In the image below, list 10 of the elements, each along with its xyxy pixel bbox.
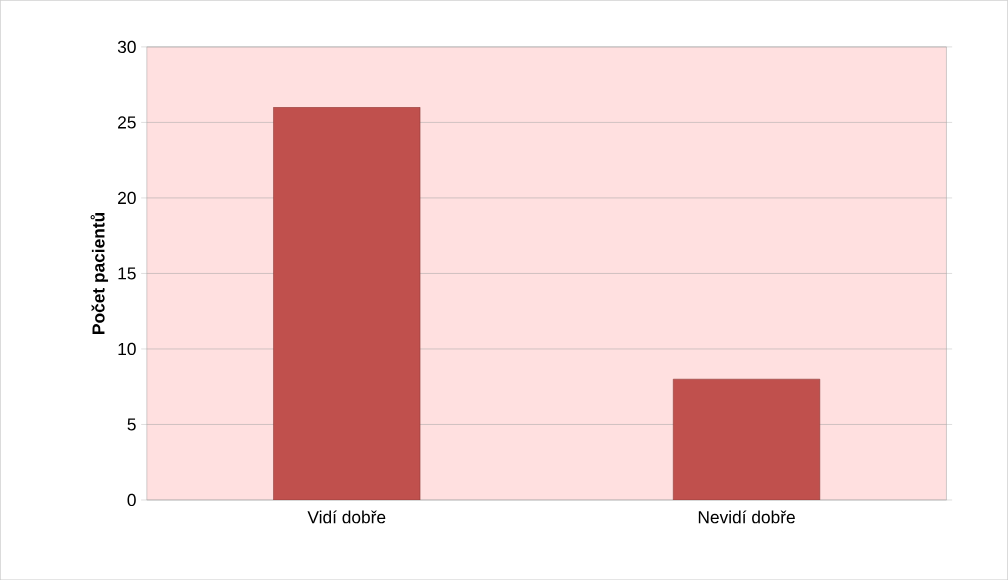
y-tick-label: 30	[117, 40, 136, 53]
y-tick-label: 5	[127, 418, 136, 431]
y-tick-label: 0	[127, 493, 136, 507]
y-tick-label: 20	[118, 191, 136, 204]
y-tick-label: 25	[118, 116, 136, 129]
y-tick-label: 15	[118, 267, 136, 280]
x-tick-label: Vidí dobře	[307, 510, 386, 524]
y-tick-label: 10	[118, 342, 136, 355]
y-axis-title: Počet pacientů	[90, 212, 109, 334]
x-tick-label: Nevidí dobře	[698, 510, 795, 524]
